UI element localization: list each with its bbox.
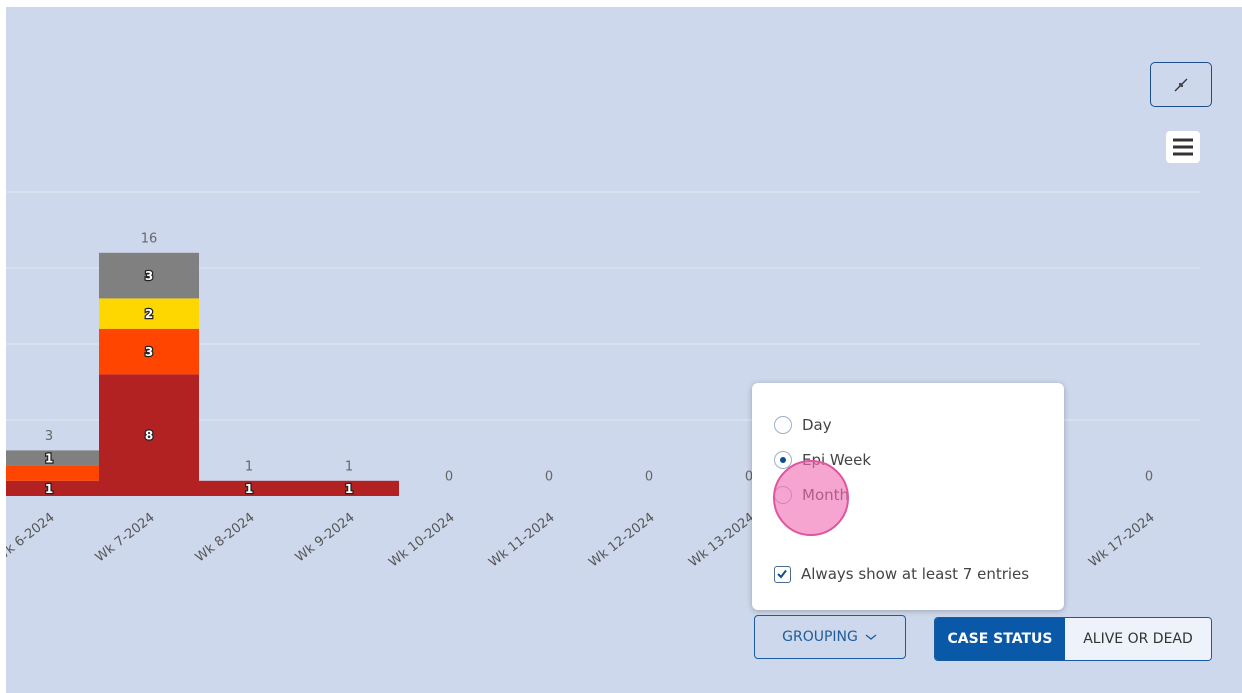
segment-label: 3 bbox=[145, 345, 153, 359]
checkbox-label: Always show at least 7 entries bbox=[801, 565, 1030, 583]
tab-group: CASE STATUS ALIVE OR DEAD bbox=[934, 617, 1212, 661]
radio bbox=[774, 451, 792, 469]
total-label: 16 bbox=[141, 231, 158, 246]
total-label: 1 bbox=[245, 459, 253, 474]
x-tick-label: Wk 13-2024 bbox=[686, 510, 757, 570]
tab[interactable]: CASE STATUS bbox=[935, 618, 1065, 660]
checkbox bbox=[774, 565, 791, 583]
x-tick-label: Wk 10-2024 bbox=[386, 510, 457, 570]
segment-label: 1 bbox=[245, 482, 253, 496]
segment-label: 1 bbox=[345, 482, 353, 496]
radio-option[interactable]: Day bbox=[774, 414, 832, 436]
bar-segment bbox=[6, 465, 99, 481]
bar-segment bbox=[6, 450, 99, 466]
button-label: GROUPING bbox=[782, 629, 858, 645]
click-indicator bbox=[773, 460, 849, 536]
bar-segment bbox=[299, 480, 399, 496]
chevron bbox=[865, 634, 877, 640]
segment-label: 1 bbox=[45, 482, 53, 496]
bar-segment bbox=[199, 480, 299, 496]
total-label: 3 bbox=[45, 429, 53, 444]
option-label: Day bbox=[802, 416, 832, 434]
total-label: 1 bbox=[345, 459, 353, 474]
total-label: 0 bbox=[545, 470, 553, 485]
bar-segment bbox=[99, 328, 199, 375]
bar-segment bbox=[99, 374, 199, 496]
x-tick-label: Wk 9-2024 bbox=[293, 510, 358, 565]
x-tick-label: Wk 8-2024 bbox=[193, 510, 258, 565]
checkmark bbox=[777, 569, 787, 579]
bar-segment bbox=[99, 252, 199, 299]
bar-segment bbox=[99, 298, 199, 329]
segment-label: 3 bbox=[145, 269, 153, 283]
radio bbox=[774, 416, 792, 434]
total-label: 0 bbox=[645, 470, 653, 485]
x-tick-label: Wk 12-2024 bbox=[586, 510, 657, 570]
total-label: 0 bbox=[1145, 470, 1153, 485]
menu-button[interactable] bbox=[1166, 131, 1200, 163]
segment-label: 8 bbox=[145, 429, 153, 443]
icon bbox=[1173, 138, 1193, 156]
total-label: 0 bbox=[445, 470, 453, 485]
segment-label: 1 bbox=[45, 452, 53, 466]
x-tick-label: Wk 17-2024 bbox=[1086, 510, 1157, 570]
x-tick-label: Wk 6-2024 bbox=[6, 510, 58, 565]
segment-label: 2 bbox=[145, 307, 153, 321]
x-tick-label: Wk 7-2024 bbox=[93, 510, 158, 565]
tab[interactable]: ALIVE OR DEAD bbox=[1065, 618, 1211, 660]
exit-fullscreen-button[interactable] bbox=[1150, 62, 1212, 107]
checkbox-option[interactable]: Always show at least 7 entries bbox=[774, 563, 1029, 585]
total-label: 0 bbox=[745, 470, 753, 485]
icon bbox=[1174, 78, 1188, 91]
bar-segment bbox=[6, 480, 99, 496]
x-tick-label: Wk 11-2024 bbox=[486, 510, 557, 570]
grouping-button[interactable]: GROUPING bbox=[754, 615, 906, 659]
